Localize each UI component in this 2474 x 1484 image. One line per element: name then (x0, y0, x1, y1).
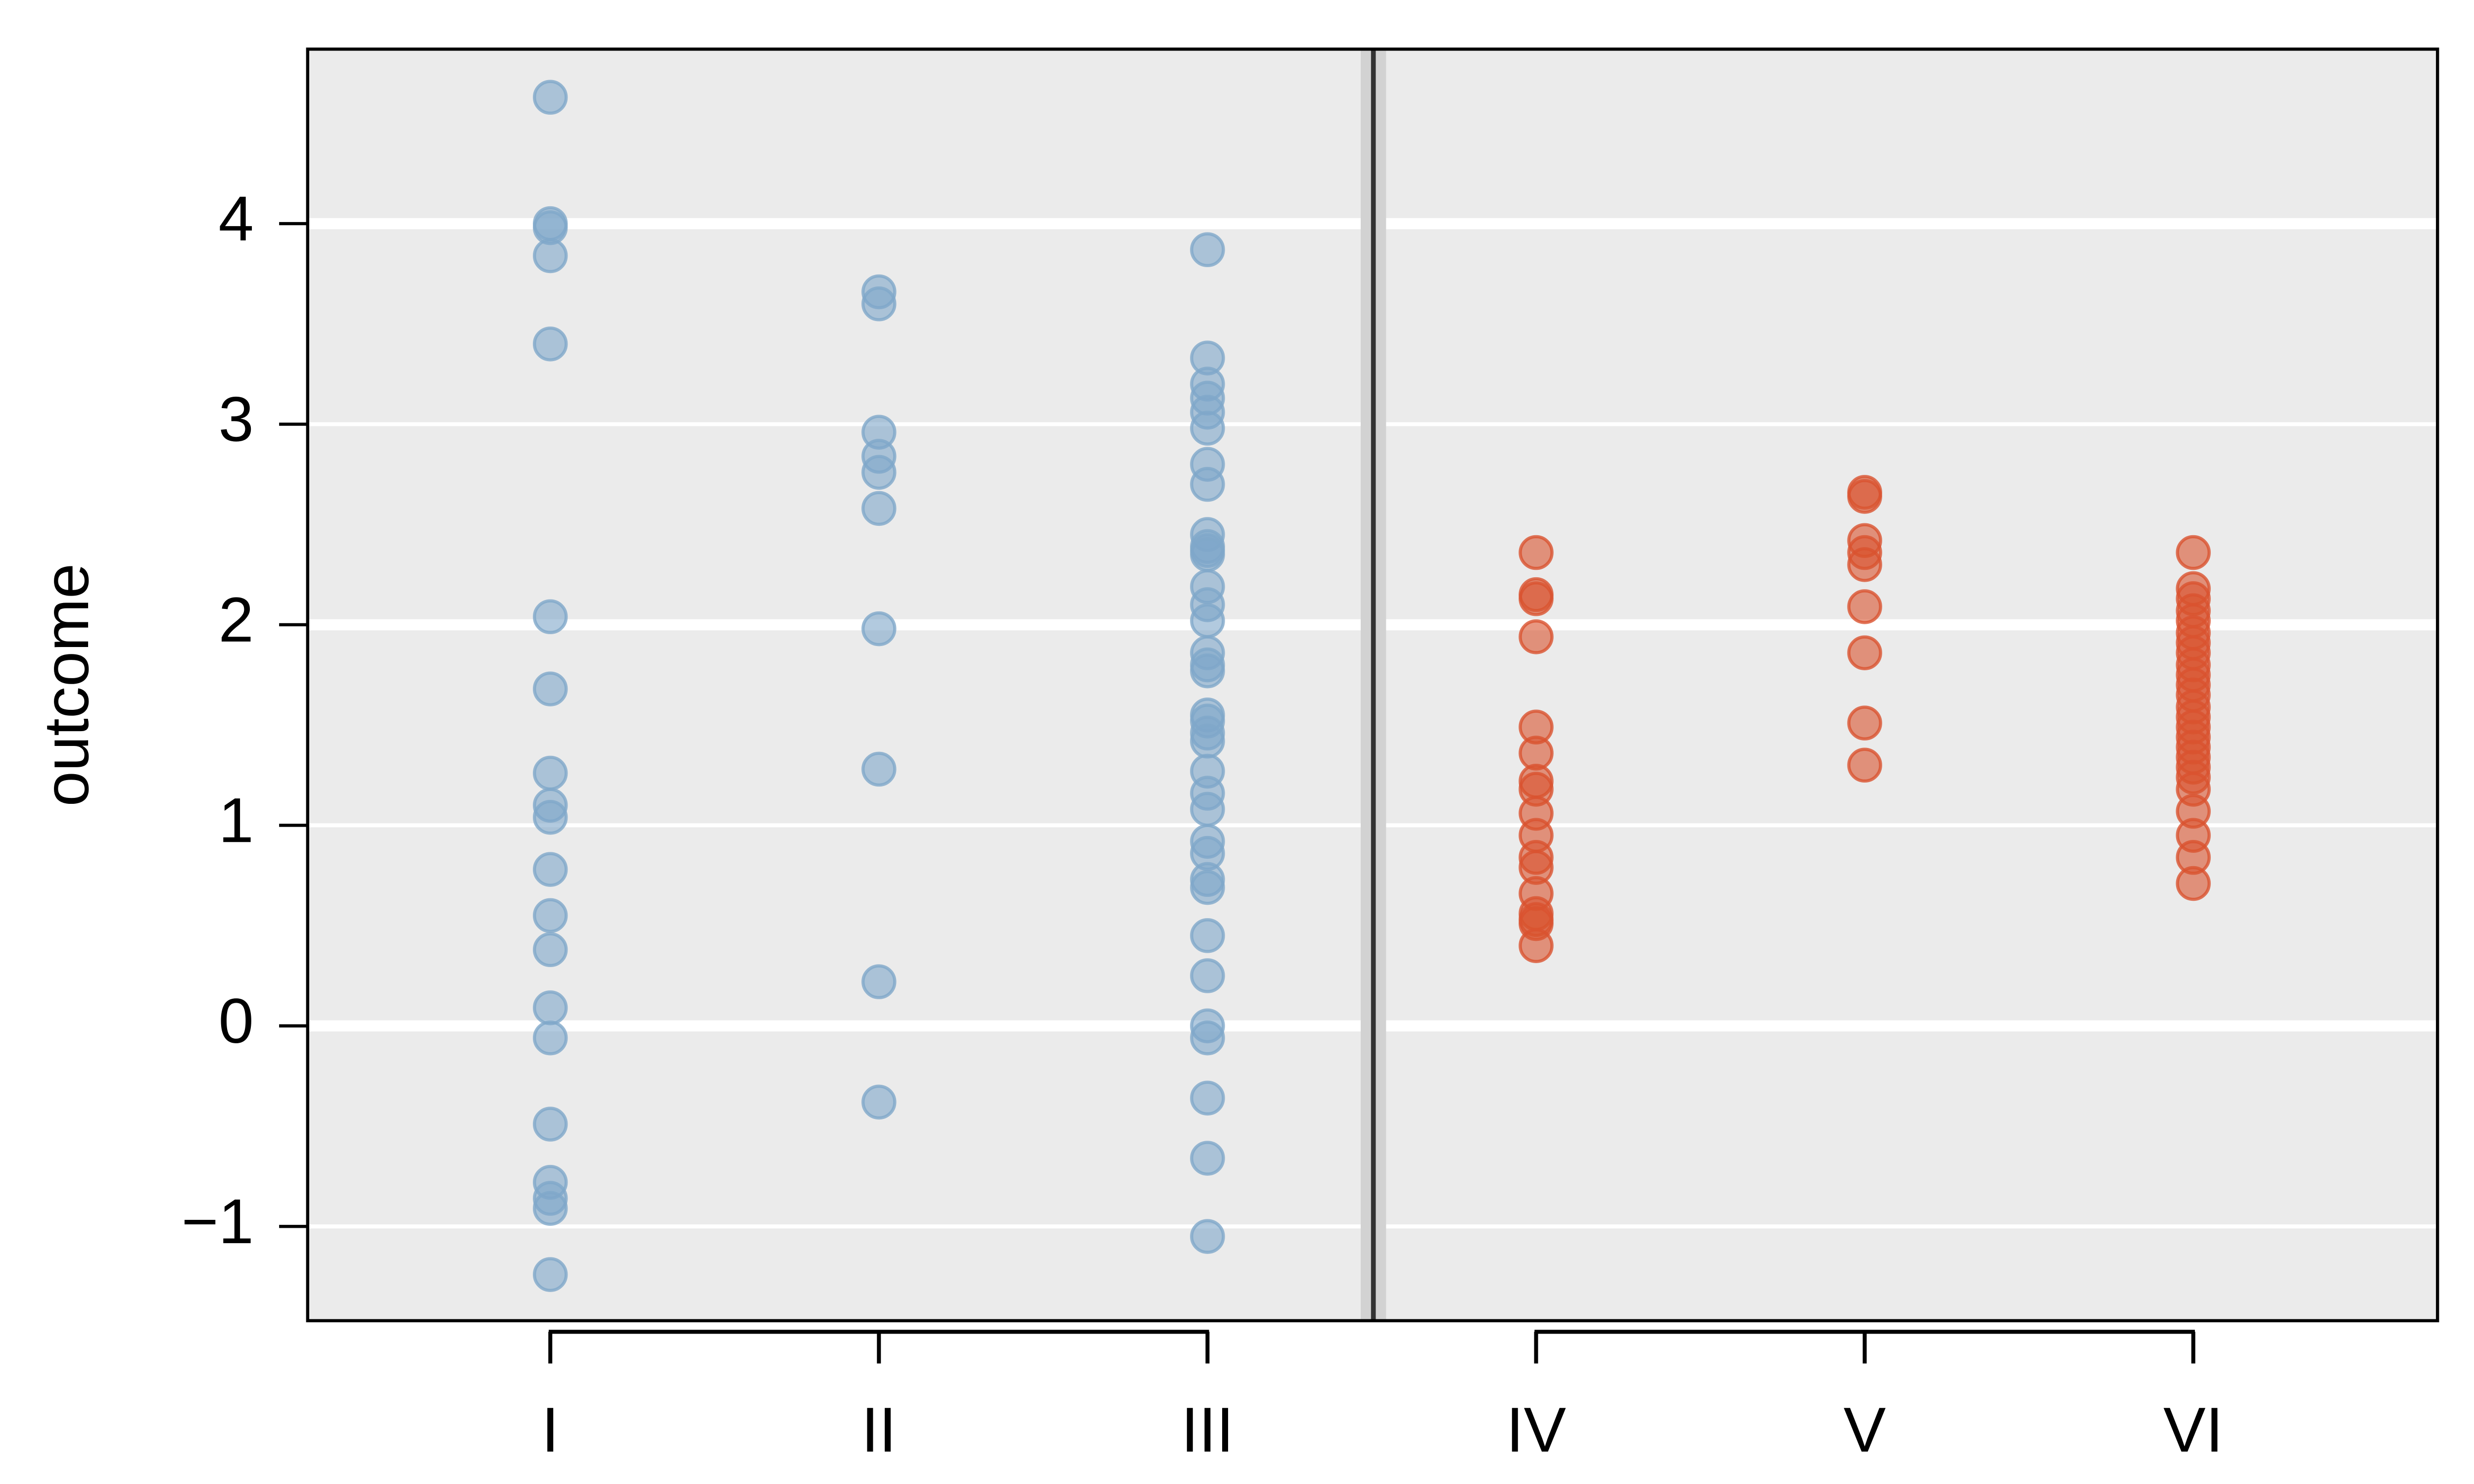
point (861, 964, 897, 999)
point (1190, 723, 1225, 759)
point (1190, 537, 1225, 572)
x-tick-label: V (1844, 1395, 1886, 1466)
point (1847, 747, 1882, 783)
point (1190, 791, 1225, 827)
point (532, 755, 568, 791)
point (532, 599, 568, 635)
point (1519, 619, 1554, 654)
point (1519, 581, 1554, 616)
point (532, 671, 568, 706)
marks (532, 80, 2211, 1292)
y-tick-label: 4 (219, 184, 254, 254)
point (532, 326, 568, 362)
point (1190, 411, 1225, 446)
point (1519, 928, 1554, 963)
point (532, 1020, 568, 1056)
point (1190, 1141, 1225, 1176)
x-tick-label: II (861, 1395, 897, 1466)
point (1190, 653, 1225, 689)
point (1847, 479, 1882, 514)
point (1190, 870, 1225, 905)
point (1190, 1219, 1225, 1254)
plot-frame (306, 47, 2439, 1323)
x-tick-label: I (541, 1395, 559, 1466)
point (532, 80, 568, 115)
point (861, 286, 897, 322)
point (1847, 547, 1882, 582)
y-tick-label: 1 (219, 785, 254, 856)
point (532, 1191, 568, 1226)
point (861, 1084, 897, 1120)
point (532, 898, 568, 933)
point (1190, 918, 1225, 953)
point (1847, 589, 1882, 624)
x-tick-label: IV (1506, 1395, 1566, 1466)
y-tick-label: −1 (182, 1186, 254, 1257)
x-tick-label: VI (2163, 1395, 2223, 1466)
point (532, 852, 568, 887)
point (1190, 1020, 1225, 1056)
y-tick-label: 3 (219, 384, 254, 455)
point (1190, 466, 1225, 502)
point (1847, 635, 1882, 671)
point (532, 990, 568, 1025)
point (2176, 866, 2211, 901)
point (1190, 958, 1225, 993)
point (861, 751, 897, 787)
point (1519, 535, 1554, 570)
point (1190, 603, 1225, 639)
y-tick-label: 2 (219, 585, 254, 655)
point (1190, 1080, 1225, 1116)
point (2176, 535, 2211, 570)
point (861, 455, 897, 490)
point (532, 799, 568, 835)
point (861, 611, 897, 647)
point (532, 238, 568, 274)
point (861, 491, 897, 526)
point (532, 1257, 568, 1292)
y-axis-label: outcome (31, 563, 102, 807)
y-tick-label: 0 (219, 986, 254, 1057)
point (1190, 232, 1225, 268)
point (1847, 705, 1882, 741)
point (532, 932, 568, 968)
point (532, 1107, 568, 1142)
x-tick-label: III (1181, 1395, 1234, 1466)
